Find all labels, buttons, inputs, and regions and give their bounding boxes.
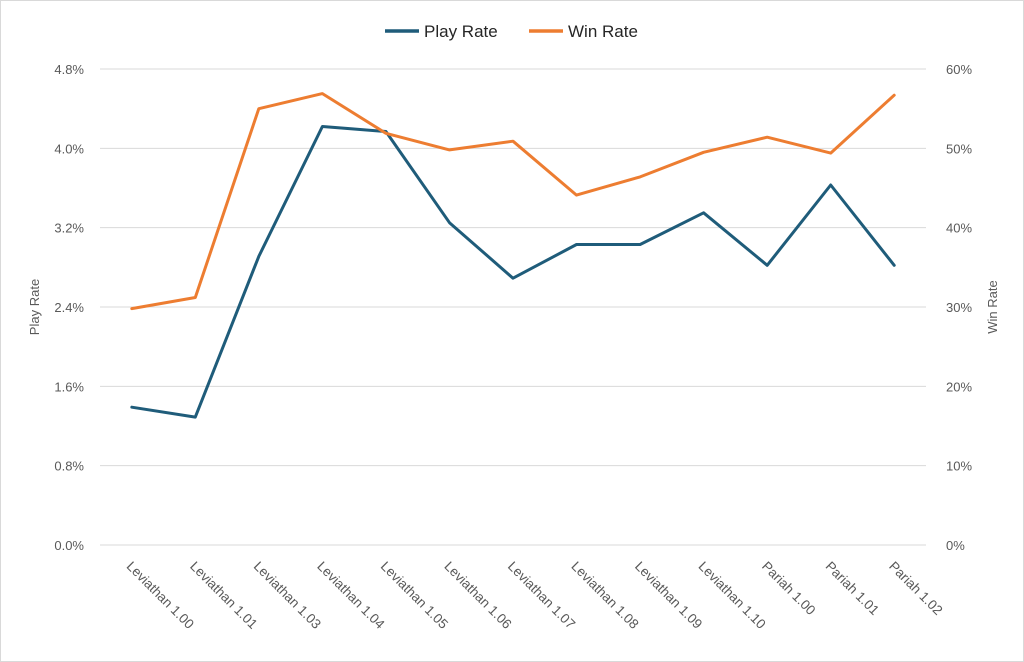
left-axis-title: Play Rate bbox=[27, 279, 42, 335]
x-tick-label: Leviathan 1.06 bbox=[441, 559, 514, 632]
x-tick-label: Leviathan 1.10 bbox=[695, 559, 768, 632]
left-tick-label: 4.8% bbox=[54, 62, 84, 77]
x-tick-label: Leviathan 1.03 bbox=[251, 559, 324, 632]
right-tick-label: 10% bbox=[946, 459, 972, 474]
left-tick-label: 0.8% bbox=[54, 459, 84, 474]
legend-label-play-rate: Play Rate bbox=[424, 22, 498, 41]
x-tick-label: Leviathan 1.09 bbox=[632, 559, 705, 632]
x-tick-label: Leviathan 1.07 bbox=[505, 559, 578, 632]
right-tick-label: 50% bbox=[946, 141, 972, 156]
x-tick-label: Leviathan 1.05 bbox=[378, 559, 451, 632]
right-tick-label: 60% bbox=[946, 62, 972, 77]
legend-label-win-rate: Win Rate bbox=[568, 22, 638, 41]
x-tick-label: Pariah 1.01 bbox=[823, 559, 882, 618]
x-tick-label: Leviathan 1.01 bbox=[187, 559, 260, 632]
series-lines bbox=[130, 92, 896, 419]
right-axis-ticks: 0% 10% 20% 30% 40% 50% 60% bbox=[946, 62, 972, 553]
series-line-play-rate bbox=[130, 125, 896, 419]
right-axis-title: Win Rate bbox=[985, 280, 1000, 333]
left-tick-label: 0.0% bbox=[54, 538, 84, 553]
right-tick-label: 0% bbox=[946, 538, 965, 553]
series-line-win-rate bbox=[130, 92, 896, 311]
left-tick-label: 1.6% bbox=[54, 379, 84, 394]
left-axis-ticks: 0.0% 0.8% 1.6% 2.4% 3.2% 4.0% 4.8% bbox=[54, 62, 84, 553]
left-tick-label: 4.0% bbox=[54, 141, 84, 156]
legend: Play Rate Win Rate bbox=[385, 22, 638, 41]
x-tick-label: Leviathan 1.08 bbox=[568, 559, 641, 632]
x-tick-label: Pariah 1.00 bbox=[759, 559, 818, 618]
left-tick-label: 2.4% bbox=[54, 300, 84, 315]
right-tick-label: 30% bbox=[946, 300, 972, 315]
right-tick-label: 40% bbox=[946, 221, 972, 236]
left-tick-label: 3.2% bbox=[54, 221, 84, 236]
x-tick-label: Leviathan 1.04 bbox=[314, 559, 388, 633]
x-tick-label: Leviathan 1.00 bbox=[124, 559, 197, 632]
right-tick-label: 20% bbox=[946, 379, 972, 394]
x-tick-label: Pariah 1.02 bbox=[886, 559, 945, 618]
